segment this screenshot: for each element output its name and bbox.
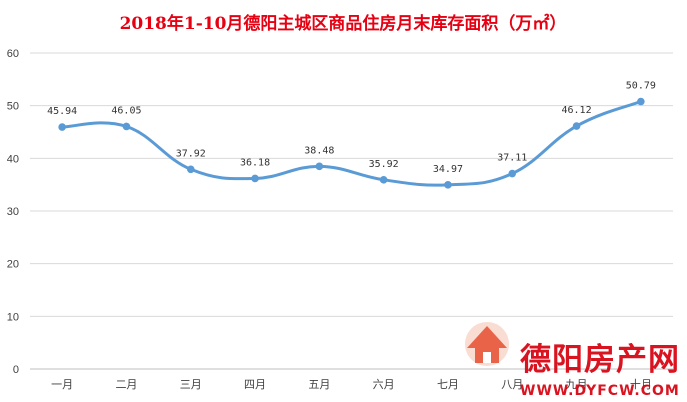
watermark: 德阳房产网 WWW.DYFCW.COM: [465, 322, 680, 399]
data-point: [251, 174, 259, 183]
x-tick-label: 一月: [51, 379, 73, 391]
y-axis-ticks: 0 10 20 30 40 50 60: [7, 48, 19, 376]
data-label: 46.05: [111, 105, 141, 116]
x-tick-label: 十月: [630, 377, 652, 391]
data-label: 35.92: [369, 159, 399, 170]
y-tick-label: 20: [7, 259, 19, 271]
data-point: [58, 123, 66, 131]
data-point: [572, 122, 581, 130]
grid-lines: [30, 52, 673, 370]
data-label: 36.18: [240, 157, 270, 168]
y-tick-label: 10: [7, 311, 19, 323]
data-point: [444, 181, 452, 189]
data-point: [122, 122, 131, 131]
x-tick-label: 三月: [180, 379, 202, 391]
y-tick-label: 50: [7, 101, 19, 113]
data-point: [379, 176, 388, 184]
watermark-logo: [465, 322, 509, 366]
data-point: [315, 162, 324, 171]
data-label: 45.94: [47, 106, 77, 117]
data-point: [508, 169, 517, 178]
y-tick-label: 60: [7, 48, 19, 60]
data-points: [58, 97, 645, 189]
y-tick-label: 40: [7, 153, 19, 165]
y-tick-label: 0: [13, 364, 19, 376]
data-point: [186, 165, 195, 174]
x-tick-label: 二月: [115, 379, 137, 391]
data-labels: 45.94 46.05 37.92 36.18 38.48 35.92 34.97 37.11…: [47, 81, 656, 175]
chart-title: 2018年1-10月德阳主城区商品住房月末库存面积（万㎡）: [120, 13, 567, 34]
x-tick-label: 五月: [308, 379, 330, 391]
data-label: 34.97: [433, 164, 463, 175]
x-tick-label: 七月: [437, 378, 459, 391]
data-label: 46.12: [561, 105, 591, 116]
data-point: [637, 97, 645, 106]
data-label: 37.11: [497, 153, 527, 164]
x-tick-label: 九月: [566, 378, 588, 391]
data-label: 37.92: [176, 148, 206, 159]
x-tick-label: 六月: [373, 378, 395, 391]
y-tick-label: 30: [7, 206, 19, 218]
x-tick-label: 四月: [244, 379, 266, 391]
watermark-url: WWW.DYFCW.COM: [520, 383, 680, 399]
watermark-name: 德阳房产网: [520, 342, 680, 378]
x-tick-label: 八月: [501, 379, 523, 391]
data-label: 50.79: [626, 81, 656, 92]
data-label: 38.48: [304, 145, 334, 156]
series-line: [60, 100, 643, 187]
x-axis-ticks: 一月 二月 三月 四月 五月 六月 七月 八月 九月 十月: [51, 377, 652, 391]
